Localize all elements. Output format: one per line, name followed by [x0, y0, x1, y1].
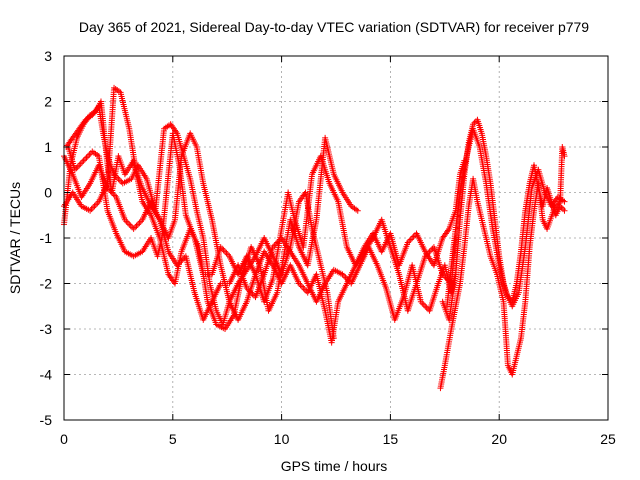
data-point [80, 157, 87, 164]
data-points [61, 84, 568, 392]
y-tick-label: -5 [40, 412, 53, 428]
chart-title: Day 365 of 2021, Sidereal Day-to-day VTE… [79, 19, 589, 35]
data-point [300, 285, 307, 292]
series-track-3 [65, 130, 468, 305]
data-point [420, 301, 427, 308]
data-point [407, 236, 414, 243]
data-point [74, 163, 81, 170]
data-point [82, 156, 89, 163]
data-point [126, 221, 133, 228]
x-axis-label: GPS time / hours [281, 458, 388, 474]
data-point [127, 222, 134, 229]
x-tick-label: 0 [60, 431, 68, 447]
data-point [428, 247, 435, 254]
data-point [136, 219, 143, 226]
y-tick-label: -3 [40, 321, 53, 337]
y-tick-label: 3 [44, 48, 52, 64]
data-point [77, 160, 84, 167]
y-axis-label: SDTVAR / TECUs [7, 182, 23, 294]
data-point [124, 219, 131, 226]
data-point [354, 207, 361, 214]
data-point [561, 207, 568, 214]
data-point [223, 250, 230, 257]
x-tick-label: 15 [383, 431, 399, 447]
y-tick-label: 2 [44, 94, 52, 110]
data-point [92, 201, 99, 208]
x-tick-label: 10 [274, 431, 290, 447]
data-point [134, 221, 141, 228]
data-point [91, 203, 98, 210]
data-point [132, 224, 139, 231]
y-tick-label: -1 [40, 230, 53, 246]
y-tick-label: -2 [40, 276, 53, 292]
data-point [220, 247, 227, 254]
data-point [79, 159, 86, 166]
data-point [115, 175, 122, 182]
data-point [423, 304, 430, 311]
data-point [84, 153, 91, 160]
x-tick-label: 20 [491, 431, 507, 447]
data-point [133, 222, 140, 229]
x-tick-label: 25 [600, 431, 616, 447]
data-point [410, 233, 417, 240]
y-tick-label: 1 [44, 139, 52, 155]
x-tick-label: 5 [169, 431, 177, 447]
data-point [409, 235, 416, 241]
data-point [83, 154, 90, 161]
y-tick-label: 0 [44, 185, 52, 201]
data-point [560, 206, 567, 213]
data-point [88, 206, 95, 213]
data-point [298, 283, 305, 290]
y-tick-label: -4 [40, 367, 53, 383]
data-point [130, 225, 137, 232]
